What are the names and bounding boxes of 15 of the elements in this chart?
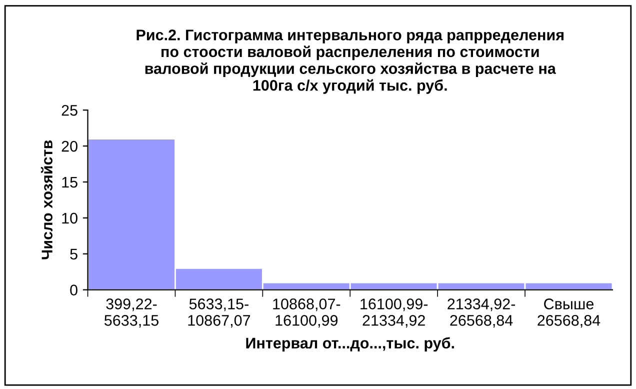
y-tick-label: 20 xyxy=(62,140,78,152)
x-tick-label: 5633,15- 10867,07 xyxy=(188,298,250,328)
y-tick-label: 15 xyxy=(62,177,78,188)
y-tick-label: 25 xyxy=(62,104,78,116)
x-tick-label: Свыше 26568,84 xyxy=(538,298,600,328)
y-axis-title: Число хозяйств xyxy=(40,140,52,260)
x-axis-title: Интервал от...до...,тыс. руб. xyxy=(246,337,454,352)
y-tick-label: 0 xyxy=(70,284,78,296)
x-tick-label: 16100,99- 21334,92 xyxy=(360,298,428,328)
x-tick-label: 21334,92- 26568,84 xyxy=(448,298,516,328)
y-tick-label: 5 xyxy=(70,248,78,260)
x-tick-label: 10868,07- 16100,99 xyxy=(273,298,340,328)
chart-title: Рис.2. Гистограмма интервального ряда рапрределения по стоости валовой распрелеления по стоимости валовой продукции сельского хозяйства в расчете на 100га с/х угодий тыс. руб. xyxy=(136,30,564,94)
x-tick-label: 399,22- 5633,15 xyxy=(104,298,158,328)
y-tick-label: 10 xyxy=(62,212,78,224)
